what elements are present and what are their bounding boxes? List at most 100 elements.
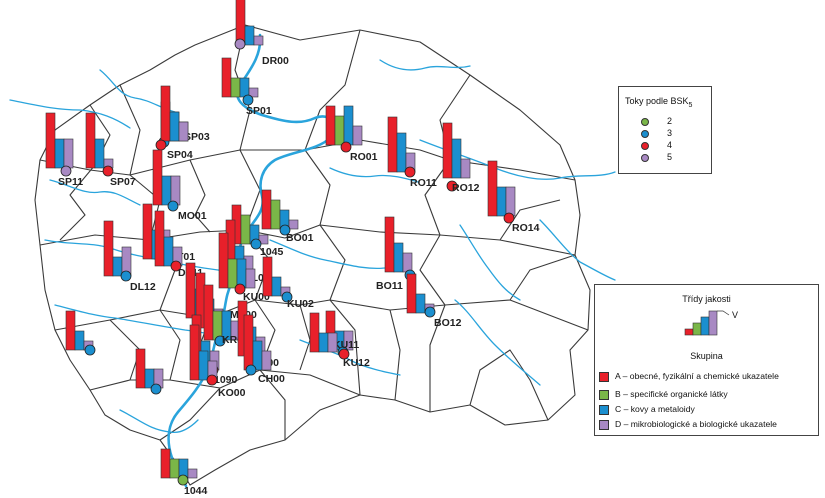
station-DL12: DL12	[103, 220, 156, 293]
station-RO01: RO01	[325, 105, 378, 163]
bsk-marker-icon	[404, 166, 416, 178]
bsk-legend-label: 2	[667, 116, 673, 126]
stream	[44, 239, 236, 273]
class-scale-icon: V	[684, 310, 738, 336]
station-SP07: SP07	[85, 112, 136, 188]
quality-bar-a	[135, 348, 146, 389]
district-line	[54, 299, 589, 331]
station-label: BO12	[434, 317, 462, 329]
station-SP04: SP04	[155, 85, 193, 161]
bsk-marker-icon	[338, 348, 350, 360]
group-a-swatch	[599, 372, 609, 382]
district-line	[469, 349, 549, 421]
bsk-legend-title-text: Toky podle BSK	[625, 96, 689, 106]
quality-bar-a	[387, 116, 398, 173]
group-b-label: B – specifické organické látky	[615, 389, 728, 399]
stream	[454, 299, 541, 386]
group-c-swatch	[599, 405, 609, 415]
station-KU12: KU12	[309, 312, 370, 369]
station-label: KU02	[287, 298, 314, 310]
station-label: SP07	[110, 176, 136, 188]
bsk-marker-icon	[60, 165, 72, 177]
quality-class-legend: Třídy jakosti V Skupina A – obecné, fyzi…	[594, 284, 819, 436]
station-label: RO14	[512, 222, 540, 234]
station-label: RO12	[452, 182, 480, 194]
bsk-marker-icon	[102, 165, 114, 177]
quality-bar-d	[505, 186, 516, 217]
bsk-dot-2-icon	[641, 118, 649, 126]
bsk-legend-subscript: 5	[688, 101, 693, 109]
quality-bar-a	[262, 256, 273, 297]
quality-bar-b	[227, 258, 238, 289]
vltava-river	[167, 33, 337, 488]
bsk-marker-icon	[177, 474, 189, 486]
quality-bar-c	[161, 175, 172, 206]
stream	[9, 99, 131, 129]
bsk-legend-title: Toky podle BSK5	[625, 96, 692, 109]
quality-bar-a	[487, 160, 498, 217]
group-a-label: A – obecné, fyzikální a chemické ukazate…	[615, 371, 779, 381]
quality-bar-d	[187, 468, 198, 479]
quality-bar-a	[85, 112, 96, 169]
station-BO12: BO12	[406, 273, 462, 329]
group-b-swatch	[599, 390, 609, 400]
station-label: SP04	[167, 149, 193, 161]
quality-bar-a	[65, 310, 76, 351]
district-boundaries	[34, 24, 591, 486]
stream	[329, 167, 419, 183]
quality-bar-c	[198, 350, 209, 381]
quality-bar-c	[74, 330, 85, 351]
station-label: BO11	[376, 280, 403, 292]
quality-bar-c	[112, 256, 123, 277]
station-label: RO01	[350, 151, 378, 163]
stream	[119, 409, 199, 434]
quality-bar-a	[45, 112, 56, 169]
bsk-marker-icon	[214, 335, 226, 347]
bsk-marker-icon	[170, 260, 182, 272]
station-label: KO00	[218, 387, 246, 399]
group-c-label: C – kovy a metaloidy	[615, 404, 695, 414]
quality-bar-c	[496, 186, 507, 217]
bsk-marker-icon	[84, 344, 96, 356]
bsk-legend-label: 4	[667, 140, 673, 150]
quality-bar-d	[253, 35, 264, 46]
bsk-marker-icon	[281, 291, 293, 303]
quality-bar-d	[261, 350, 272, 371]
station-label: BO01	[286, 232, 314, 244]
quality-bar-d	[343, 330, 354, 351]
quality-bar-c	[239, 77, 250, 98]
district-line	[389, 309, 401, 401]
quality-bar-d	[352, 125, 363, 146]
bsk-marker-icon	[234, 38, 246, 50]
district-line	[59, 104, 111, 241]
stream	[539, 219, 616, 281]
bsk-marker-icon	[120, 270, 132, 282]
quality-bar-a	[154, 210, 165, 267]
quality-bar-a	[221, 57, 232, 98]
station-label: 1045	[260, 246, 284, 258]
stream	[269, 239, 386, 270]
station-1044: 1044	[160, 448, 208, 497]
quality-bar-d	[402, 252, 413, 273]
group-d-label: D – mikrobiologické a biologické ukazate…	[615, 419, 777, 429]
quality-bar-a	[142, 203, 153, 260]
quality-bar-a	[235, 0, 246, 46]
station-label: KU11	[333, 339, 359, 351]
quality-bar-c	[163, 236, 174, 267]
station-label: CH00	[258, 373, 285, 385]
station-DR00: DR00	[234, 0, 289, 67]
bsk-dot-4-icon	[641, 142, 649, 150]
bsk-legend-label: 3	[667, 128, 673, 138]
bsk-marker-icon	[250, 238, 262, 250]
bsk-marker-icon	[242, 94, 254, 106]
quality-bar-c	[396, 132, 407, 173]
station-label: SP11	[58, 176, 83, 188]
quality-bar-c	[94, 138, 105, 169]
station-label: 1044	[184, 485, 208, 497]
bsk-marker-icon	[150, 383, 162, 395]
bsk-legend-label: 5	[667, 152, 673, 162]
quality-bar-a	[160, 448, 171, 479]
quality-bar-c	[169, 111, 180, 142]
